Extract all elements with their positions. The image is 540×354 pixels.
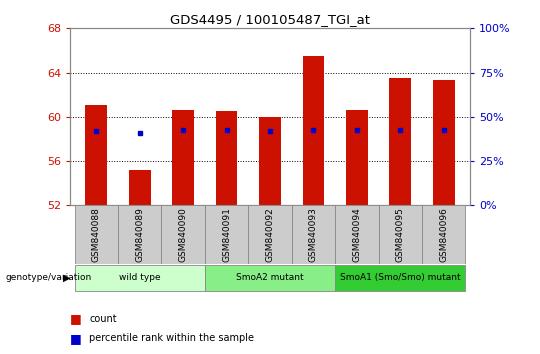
Text: GSM840096: GSM840096: [439, 207, 448, 262]
Text: GSM840091: GSM840091: [222, 207, 231, 262]
FancyBboxPatch shape: [75, 265, 205, 291]
Bar: [85, 105, 107, 205]
FancyBboxPatch shape: [248, 205, 292, 264]
Bar: [433, 80, 455, 205]
FancyBboxPatch shape: [118, 205, 161, 264]
Text: genotype/variation: genotype/variation: [5, 273, 92, 282]
FancyBboxPatch shape: [161, 205, 205, 264]
FancyBboxPatch shape: [292, 205, 335, 264]
Bar: [215, 111, 238, 205]
FancyBboxPatch shape: [335, 265, 465, 291]
Bar: [346, 110, 368, 205]
FancyBboxPatch shape: [205, 265, 335, 291]
Text: SmoA2 mutant: SmoA2 mutant: [236, 273, 304, 282]
Text: ■: ■: [70, 332, 82, 344]
Text: GSM840094: GSM840094: [353, 207, 361, 262]
Text: count: count: [89, 314, 117, 324]
Bar: [259, 117, 281, 205]
Text: GSM840095: GSM840095: [396, 207, 405, 262]
Text: GSM840089: GSM840089: [135, 207, 144, 262]
Text: GSM840090: GSM840090: [179, 207, 187, 262]
Text: ▶: ▶: [63, 273, 70, 283]
Bar: [389, 78, 411, 205]
Bar: [302, 56, 325, 205]
FancyBboxPatch shape: [75, 205, 118, 264]
Bar: [129, 170, 151, 205]
Bar: [172, 110, 194, 205]
Text: SmoA1 (Smo/Smo) mutant: SmoA1 (Smo/Smo) mutant: [340, 273, 461, 282]
Text: wild type: wild type: [119, 273, 160, 282]
FancyBboxPatch shape: [422, 205, 465, 264]
FancyBboxPatch shape: [335, 205, 379, 264]
FancyBboxPatch shape: [205, 205, 248, 264]
Text: GSM840093: GSM840093: [309, 207, 318, 262]
Text: GSM840092: GSM840092: [266, 207, 274, 262]
Text: GSM840088: GSM840088: [92, 207, 101, 262]
Title: GDS4495 / 100105487_TGI_at: GDS4495 / 100105487_TGI_at: [170, 13, 370, 26]
FancyBboxPatch shape: [379, 205, 422, 264]
Text: percentile rank within the sample: percentile rank within the sample: [89, 333, 254, 343]
Text: ■: ■: [70, 312, 82, 325]
